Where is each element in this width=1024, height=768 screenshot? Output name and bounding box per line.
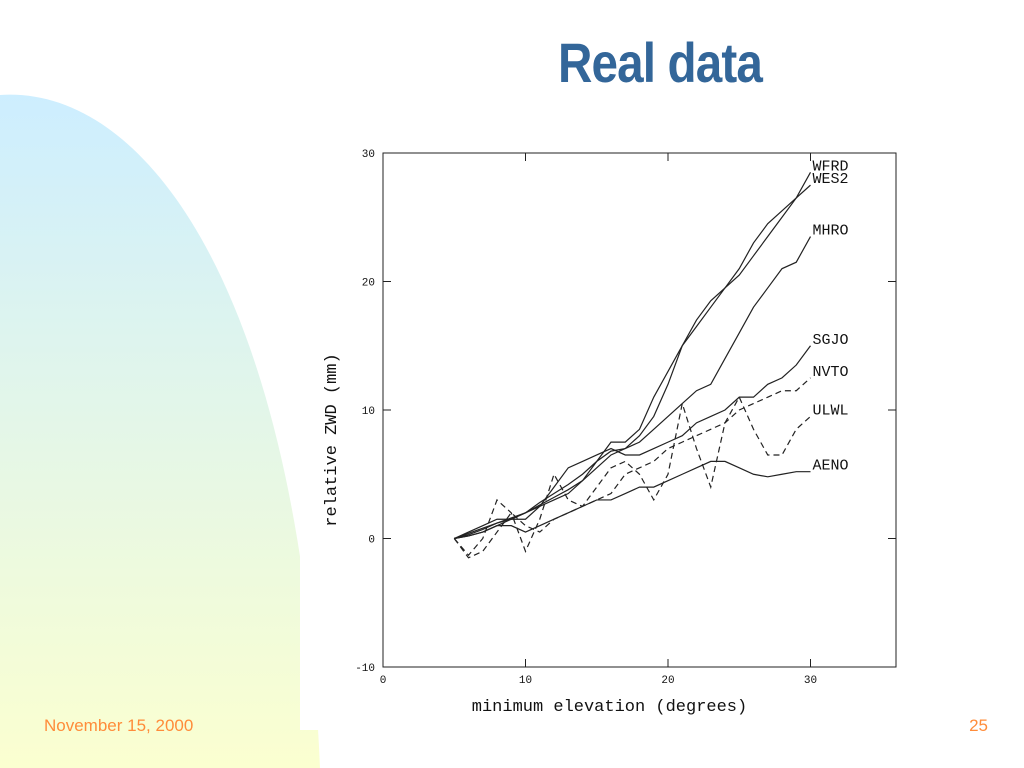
- page-number: 25: [969, 716, 988, 735]
- y-tick-label: 10: [362, 406, 375, 418]
- chart: -10 0 10 20 30 0 10 20 30 minimum elevation (degr…: [300, 130, 920, 730]
- footer-date: November 15, 2000: [44, 716, 194, 735]
- y-tick-label: -10: [355, 663, 375, 675]
- slide-title: Real data: [558, 31, 763, 94]
- series-label: ULWL: [813, 402, 849, 419]
- series-line: [454, 460, 811, 540]
- x-tick-label: 10: [519, 675, 532, 687]
- series-label: AENO: [813, 458, 849, 475]
- y-axis-label: relative ZWD (mm): [323, 353, 342, 526]
- y-tick-label: 30: [362, 149, 375, 161]
- background-shape: [0, 94, 320, 768]
- series-label: MHRO: [813, 223, 849, 240]
- series-label: NVTO: [813, 364, 849, 381]
- series-label: SGJO: [813, 332, 849, 349]
- series-line: [454, 171, 812, 540]
- x-tick-label: 30: [804, 675, 817, 687]
- x-tick-label: 0: [380, 675, 387, 687]
- x-tick-label: 20: [661, 675, 674, 687]
- series-label: WFRD: [813, 158, 849, 175]
- series-label: WES2: [813, 171, 849, 188]
- y-tick-label: 0: [368, 535, 375, 547]
- series-line: [453, 377, 811, 559]
- series-line: [453, 395, 811, 557]
- y-tick-label: 20: [362, 278, 375, 290]
- x-axis-label: minimum elevation (degrees): [472, 698, 747, 717]
